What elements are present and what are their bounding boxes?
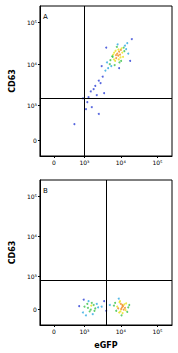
- svg-text:10⁵: 10⁵: [152, 328, 163, 335]
- svg-text:10³: 10³: [27, 273, 38, 280]
- svg-text:0: 0: [52, 328, 56, 335]
- svg-text:10³: 10³: [79, 328, 90, 335]
- svg-text:0: 0: [33, 306, 37, 313]
- svg-text:10³: 10³: [27, 102, 38, 109]
- svg-text:10⁴: 10⁴: [116, 328, 127, 335]
- svg-text:10⁴: 10⁴: [27, 233, 38, 240]
- svg-text:10⁵: 10⁵: [152, 159, 163, 166]
- svg-text:CD63: CD63: [8, 69, 17, 93]
- svg-text:10⁵: 10⁵: [27, 193, 38, 200]
- svg-text:CD63: CD63: [8, 241, 17, 265]
- svg-text:10³: 10³: [79, 159, 90, 166]
- svg-text:0: 0: [52, 159, 56, 166]
- svg-text:0: 0: [33, 137, 37, 144]
- svg-text:10⁵: 10⁵: [27, 19, 38, 26]
- svg-text:eGFP: eGFP: [94, 341, 117, 350]
- svg-text:A: A: [43, 13, 48, 21]
- svg-text:10⁴: 10⁴: [27, 61, 38, 68]
- svg-text:10⁴: 10⁴: [116, 159, 127, 166]
- svg-text:B: B: [43, 187, 48, 195]
